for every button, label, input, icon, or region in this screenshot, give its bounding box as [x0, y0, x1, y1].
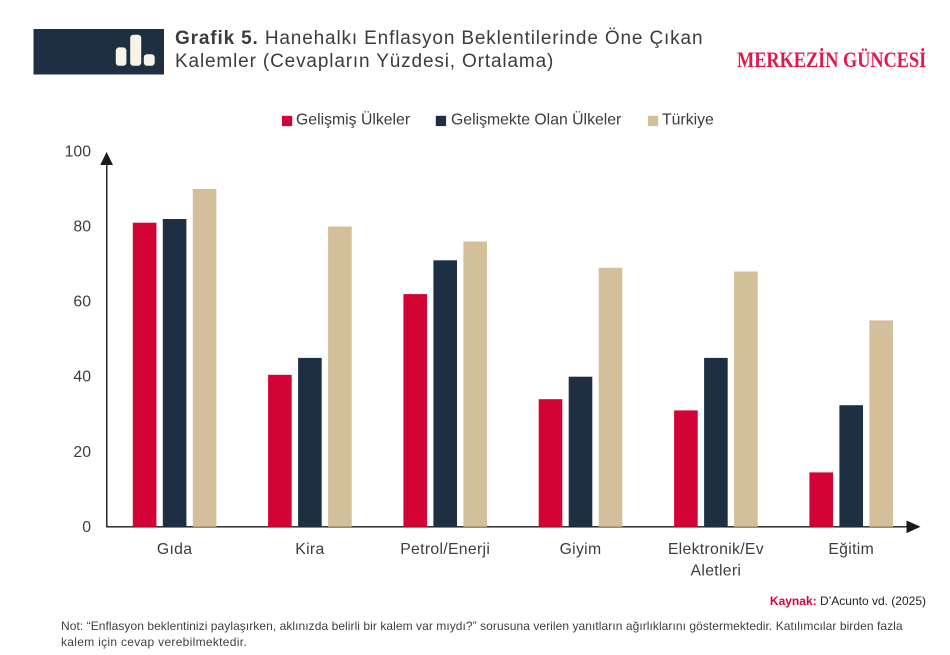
svg-text:80: 80 [73, 219, 91, 236]
svg-text:Türkiye: Türkiye [662, 112, 714, 129]
svg-text:Eğitim: Eğitim [828, 541, 874, 558]
svg-text:Kira: Kira [295, 541, 324, 558]
svg-text:Gelişmekte Olan Ülkeler: Gelişmekte Olan Ülkeler [451, 111, 621, 129]
svg-text:40: 40 [73, 369, 91, 386]
svg-text:60: 60 [73, 294, 91, 311]
svg-text:Gelişmiş Ülkeler: Gelişmiş Ülkeler [296, 111, 410, 129]
svg-text:100: 100 [65, 144, 92, 161]
svg-text:Giyim: Giyim [560, 541, 602, 558]
svg-text:0: 0 [82, 519, 91, 536]
svg-text:Gıda: Gıda [157, 541, 192, 558]
svg-text:20: 20 [73, 444, 91, 461]
svg-text:Elektronik/Ev: Elektronik/Ev [668, 541, 764, 558]
svg-text:Aletleri: Aletleri [691, 562, 742, 579]
svg-text:Petrol/Enerji: Petrol/Enerji [400, 541, 490, 558]
